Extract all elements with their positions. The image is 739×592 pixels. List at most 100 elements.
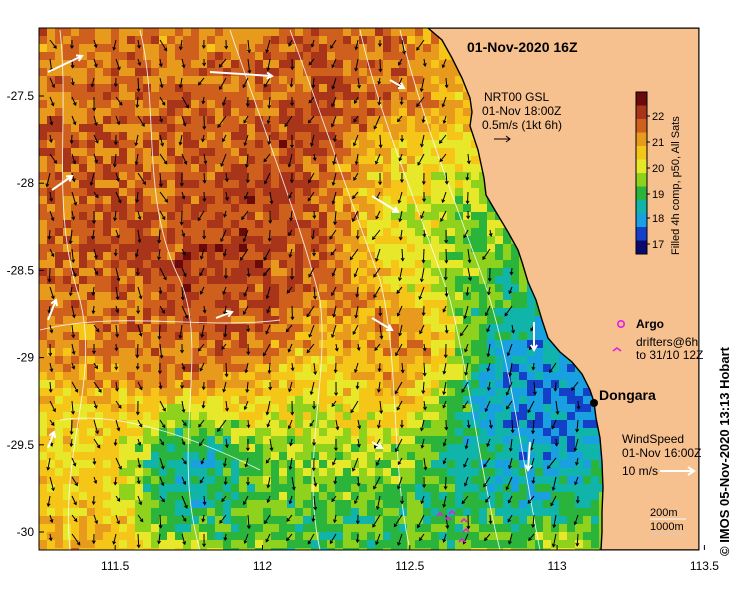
current-vector-head <box>352 331 357 335</box>
map-title: 01-Nov-2020 16Z <box>467 39 578 55</box>
current-vector <box>263 248 271 261</box>
current-vector <box>462 400 469 409</box>
current-vector-head <box>53 160 57 164</box>
current-vector <box>181 495 188 509</box>
current-vector-head <box>182 518 187 522</box>
current-vector <box>488 381 491 391</box>
current-vector-head <box>50 217 55 222</box>
colorbar-swatch <box>636 240 647 255</box>
current-vector-head <box>487 387 491 391</box>
current-vector-head <box>354 369 358 374</box>
current-vector <box>401 362 404 373</box>
current-vector-head <box>441 64 446 69</box>
current-vector-head <box>161 101 166 106</box>
current-vector <box>331 324 337 338</box>
current-vector <box>291 362 294 371</box>
current-vector-head <box>440 218 444 222</box>
current-vector <box>401 248 404 261</box>
current-vector <box>489 514 492 524</box>
y-tick-label: -29 <box>17 351 35 365</box>
current-vector-head <box>531 524 536 529</box>
current-vector <box>508 457 513 469</box>
colorbar-swatch <box>636 213 647 228</box>
place-label: Dongara <box>599 387 656 403</box>
current-vector-head <box>49 139 53 144</box>
current-vector <box>267 58 271 71</box>
current-vector-head <box>374 444 378 449</box>
current-vector-head <box>115 387 119 392</box>
current-vector <box>115 343 118 351</box>
current-vector <box>71 210 75 220</box>
current-vector <box>445 324 448 333</box>
current-vector <box>308 96 315 104</box>
current-vector-head <box>91 310 96 315</box>
current-vector-head <box>571 387 575 391</box>
current-vector <box>267 115 271 124</box>
current-vector <box>399 210 403 222</box>
current-vector-head <box>157 370 162 375</box>
argo-float-icon <box>616 319 625 328</box>
current-vector-head <box>116 427 121 432</box>
current-vector-head <box>445 525 450 530</box>
current-vector <box>71 267 77 277</box>
current-vector-head <box>243 501 247 506</box>
depth-contour-line <box>39 319 281 331</box>
current-vector <box>353 134 359 146</box>
current-vector-head <box>550 502 554 507</box>
current-vector <box>49 533 52 541</box>
current-vector-head <box>286 289 291 294</box>
current-vector-head <box>73 273 77 278</box>
current-vector-head <box>223 275 228 280</box>
current-vector-head <box>90 83 95 88</box>
current-vector-head <box>488 233 493 237</box>
current-vector-head <box>158 183 163 188</box>
current-vector-head <box>182 481 187 486</box>
current-vector <box>222 134 227 142</box>
current-vector-head <box>349 256 354 261</box>
current-vector <box>486 324 491 332</box>
current-vector-head <box>68 240 73 245</box>
current-vector-head <box>201 45 206 49</box>
current-vector-head <box>161 498 165 503</box>
current-vector <box>137 115 145 127</box>
current-vector <box>269 229 271 242</box>
current-vector <box>312 514 315 522</box>
current-vector <box>49 362 53 372</box>
current-vector-head <box>443 486 448 490</box>
current-vector-head <box>178 141 183 146</box>
current-vector <box>159 96 166 106</box>
current-vector-head <box>486 328 491 333</box>
current-vector <box>551 419 557 429</box>
current-vector-head <box>468 277 472 282</box>
current-vector <box>222 286 227 295</box>
current-vector <box>350 400 359 413</box>
current-vector-head <box>51 487 55 492</box>
current-vector-head <box>330 123 335 128</box>
current-vector-head <box>527 500 532 504</box>
current-vector-head <box>162 407 166 412</box>
current-vector-head <box>240 256 244 261</box>
current-vector <box>93 324 100 332</box>
wind-vector-head <box>266 71 274 80</box>
current-vector <box>442 305 447 313</box>
current-vector-head <box>265 295 270 300</box>
current-vector <box>247 267 250 277</box>
current-vector <box>332 267 337 276</box>
land-mask <box>426 28 699 550</box>
current-vector-head <box>290 276 295 280</box>
current-vector-head <box>421 259 426 264</box>
current-vector <box>484 533 491 541</box>
current-vector-head <box>201 404 206 409</box>
current-vector-head <box>462 404 467 409</box>
current-vector-head <box>377 43 382 48</box>
current-vector <box>357 438 360 447</box>
current-vector <box>49 248 55 257</box>
current-vector <box>137 419 143 428</box>
sst-field <box>39 28 623 550</box>
current-vector-head <box>183 460 187 465</box>
wind-vector-head <box>48 430 57 439</box>
current-vector-head <box>376 388 381 393</box>
current-vector <box>423 343 426 351</box>
x-tick-label: 111.5 <box>101 559 130 573</box>
current-vector <box>416 39 425 51</box>
